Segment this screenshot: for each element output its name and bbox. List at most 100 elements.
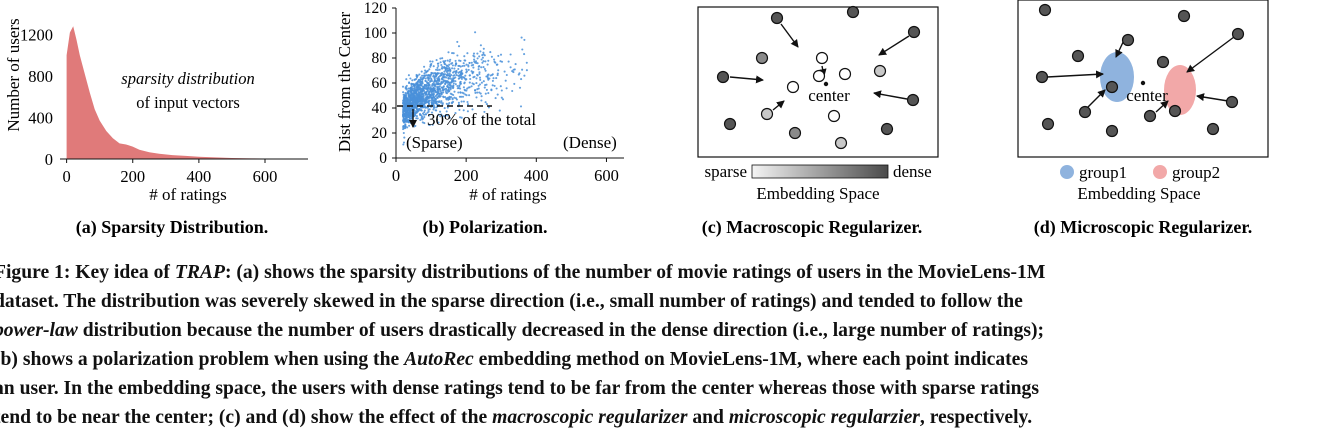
b-user-point: [421, 74, 424, 77]
b-user-point: [495, 87, 498, 90]
caption-italic-text: microscopic regularzier: [728, 407, 920, 428]
b-user-point: [406, 92, 410, 95]
b-user-point: [432, 91, 435, 94]
b-user-point: [523, 53, 526, 56]
b-user-point: [517, 73, 520, 76]
caption-italic-text: TRAP: [174, 262, 225, 283]
b-user-point: [490, 55, 493, 58]
b-user-point: [426, 89, 430, 92]
b-user-point: [423, 84, 426, 87]
b-user-point: [479, 78, 482, 81]
b-user-point: [445, 102, 448, 105]
b-user-point: [475, 77, 478, 80]
d-legend-group1-swatch: [1060, 165, 1074, 179]
b-user-point: [412, 87, 415, 90]
b-user-point: [476, 91, 479, 94]
b-user-point: [492, 77, 495, 80]
a-distribution-area: [66, 26, 305, 159]
c-arrow: [878, 35, 910, 56]
b-user-point: [473, 58, 476, 61]
b-user-point: [465, 94, 468, 97]
b-user-point: [443, 73, 447, 76]
b-user-point: [449, 92, 452, 95]
b-user-point: [466, 87, 469, 90]
b-user-point: [435, 68, 438, 71]
b-user-point: [487, 92, 490, 95]
b-user-point: [451, 52, 454, 55]
b-user-point: [442, 66, 446, 69]
b-user-point: [481, 116, 484, 119]
b-user-point: [418, 92, 421, 95]
b-user-point: [419, 102, 422, 105]
b-user-point: [444, 79, 447, 83]
b-user-point: [409, 95, 412, 98]
b-user-point: [421, 106, 424, 109]
b-user-point: [441, 86, 444, 89]
d-legend-group2-swatch: [1153, 165, 1167, 179]
b-user-point: [425, 91, 428, 94]
c-embedding-point: [723, 117, 737, 131]
b-user-point: [513, 82, 516, 85]
b-user-point: [468, 86, 471, 89]
b-user-point: [446, 59, 449, 62]
b-user-point: [412, 101, 415, 104]
b-user-point: [474, 89, 477, 92]
b-user-point: [444, 114, 448, 117]
b-user-point: [509, 66, 512, 69]
b-user-point: [509, 53, 512, 56]
b-user-point: [429, 80, 432, 83]
b-user-point: [444, 68, 447, 71]
b-user-point: [472, 83, 475, 86]
b-user-point: [446, 85, 449, 88]
b-user-point: [427, 93, 430, 96]
b-user-point: [474, 91, 477, 94]
c-embedding-point: [873, 64, 887, 78]
b-user-point: [491, 73, 494, 76]
b-user-point: [451, 64, 454, 67]
b-user-point: [416, 110, 419, 113]
d-embedding-point: [1105, 124, 1119, 138]
b-user-point: [417, 85, 420, 88]
b-user-point: [429, 65, 432, 68]
b-user-point: [483, 110, 486, 113]
b-user-point: [406, 90, 410, 93]
b-user-point: [458, 95, 461, 98]
caption-line-6: tend to be near the center; (c) and (d) …: [0, 403, 1319, 432]
b-x-tick-label: 200: [454, 166, 479, 185]
b-user-point: [480, 58, 483, 61]
b-user-point: [431, 123, 434, 126]
b-user-point: [459, 91, 462, 94]
b-user-point: [426, 95, 429, 98]
b-dense-label: (Dense): [563, 133, 617, 152]
b-user-point: [484, 60, 487, 63]
b-user-point: [448, 101, 451, 105]
c-arrow: [873, 90, 908, 100]
caption-line-4: (b) shows a polarization problem when us…: [0, 345, 1319, 374]
b-user-point: [485, 103, 488, 106]
a-y-tick-label: 1200: [20, 26, 53, 45]
b-user-point: [498, 109, 501, 112]
panel-d-diagram: center group1 group2 Embedding Space (d)…: [1017, 0, 1269, 238]
b-user-point: [480, 81, 483, 84]
b-user-point: [421, 112, 425, 115]
b-user-point: [407, 87, 410, 90]
b-user-point: [408, 124, 411, 127]
b-user-point: [476, 52, 479, 55]
b-user-point: [457, 87, 460, 90]
b-user-point: [441, 57, 444, 60]
b-user-point: [451, 98, 454, 101]
b-user-point: [403, 125, 406, 128]
b-user-point: [470, 85, 473, 88]
b-user-point: [414, 78, 418, 81]
b-user-point: [418, 88, 421, 91]
b-user-point: [461, 95, 465, 98]
b-user-point: [437, 64, 440, 68]
b-user-point: [466, 103, 470, 106]
b-user-point: [473, 75, 476, 78]
b-user-point: [419, 109, 422, 112]
b-user-point: [439, 72, 443, 75]
b-user-point: [455, 74, 458, 77]
b-user-point: [500, 89, 503, 92]
b-user-point: [403, 98, 406, 101]
b-user-point: [439, 110, 442, 113]
